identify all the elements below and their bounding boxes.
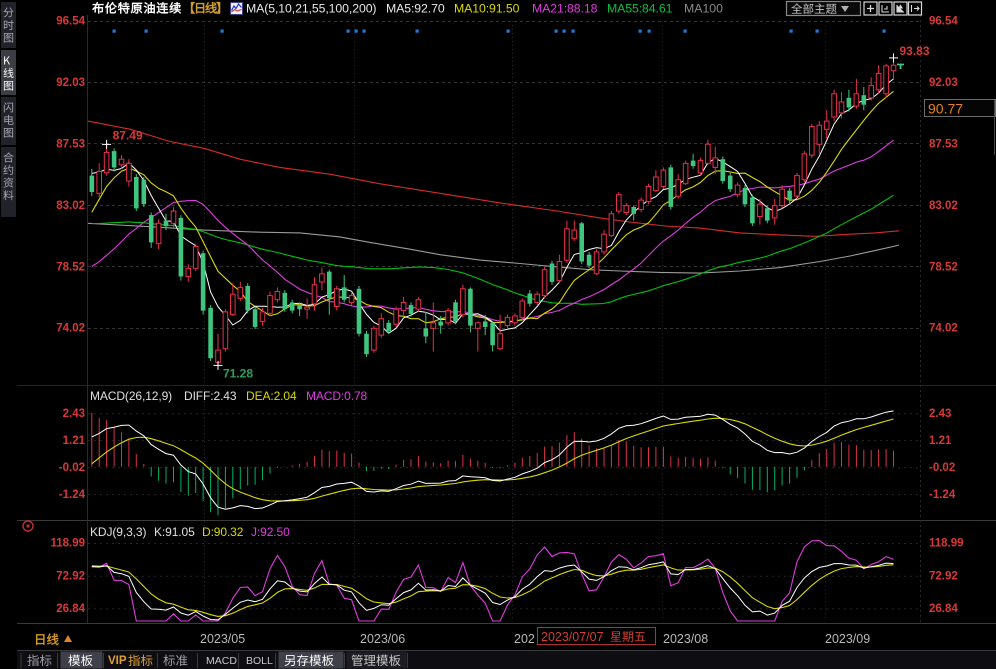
svg-text:90.77: 90.77 — [928, 101, 963, 117]
svg-text:2023/07/07: 2023/07/07 — [541, 630, 604, 644]
svg-text:K:91.05: K:91.05 — [154, 525, 195, 539]
svg-text:MA55:84.61: MA55:84.61 — [607, 2, 673, 16]
svg-text:VIP: VIP — [108, 655, 127, 667]
svg-text:2023/08: 2023/08 — [663, 632, 708, 646]
svg-text:MA100: MA100 — [684, 2, 723, 16]
svg-text:87.49: 87.49 — [113, 128, 143, 142]
svg-text:1.21: 1.21 — [63, 435, 86, 447]
svg-text:92.03: 92.03 — [56, 77, 85, 89]
svg-text:83.02: 83.02 — [929, 200, 958, 212]
svg-text:DEA:2.04: DEA:2.04 — [246, 389, 297, 403]
svg-text:2023/06: 2023/06 — [360, 632, 405, 646]
svg-text:MACD(26,12,9): MACD(26,12,9) — [90, 389, 172, 403]
svg-text:BOLL: BOLL — [246, 655, 273, 667]
svg-text:96.54: 96.54 — [929, 16, 958, 28]
svg-text:72.92: 72.92 — [56, 570, 85, 582]
svg-text:74.02: 74.02 — [929, 323, 958, 335]
svg-text:71.28: 71.28 — [223, 366, 253, 380]
svg-text:93.83: 93.83 — [900, 44, 930, 58]
svg-text:1.21: 1.21 — [929, 435, 952, 447]
svg-text:MA10:91.50: MA10:91.50 — [454, 2, 520, 16]
svg-text:-1.24: -1.24 — [929, 489, 956, 501]
svg-text:-0.02: -0.02 — [59, 462, 85, 474]
svg-text:78.52: 78.52 — [929, 261, 958, 273]
svg-text:2.43: 2.43 — [929, 408, 951, 420]
svg-text:MA21:88.18: MA21:88.18 — [532, 2, 598, 16]
svg-text:2.43: 2.43 — [63, 408, 85, 420]
svg-text:2023/09: 2023/09 — [825, 632, 870, 646]
svg-text:96.54: 96.54 — [56, 16, 85, 28]
svg-text:87.53: 87.53 — [929, 139, 958, 151]
svg-text:KDJ(9,3,3): KDJ(9,3,3) — [90, 525, 146, 539]
svg-text:83.02: 83.02 — [56, 200, 85, 212]
svg-text:78.52: 78.52 — [56, 261, 85, 273]
svg-text:26.84: 26.84 — [929, 603, 958, 615]
svg-text:MACD: MACD — [206, 655, 237, 667]
svg-text:87.53: 87.53 — [56, 139, 85, 151]
svg-text:MA5:92.70: MA5:92.70 — [386, 2, 445, 16]
svg-text:202: 202 — [514, 632, 535, 646]
svg-text:26.84: 26.84 — [56, 603, 85, 615]
svg-text:2023/05: 2023/05 — [200, 632, 245, 646]
svg-text:J:92.50: J:92.50 — [251, 525, 290, 539]
svg-text:92.03: 92.03 — [929, 77, 958, 89]
svg-text:74.02: 74.02 — [56, 323, 85, 335]
svg-text:MACD:0.78: MACD:0.78 — [306, 389, 368, 403]
svg-text:118.99: 118.99 — [50, 538, 85, 550]
svg-text:-0.02: -0.02 — [929, 462, 955, 474]
svg-text:MA(5,10,21,55,100,200): MA(5,10,21,55,100,200) — [246, 2, 376, 16]
svg-text:72.92: 72.92 — [929, 570, 958, 582]
svg-text:118.99: 118.99 — [929, 538, 964, 550]
svg-text:-1.24: -1.24 — [59, 489, 86, 501]
svg-text:D:90.32: D:90.32 — [202, 525, 244, 539]
svg-text:DIFF:2.43: DIFF:2.43 — [184, 389, 237, 403]
